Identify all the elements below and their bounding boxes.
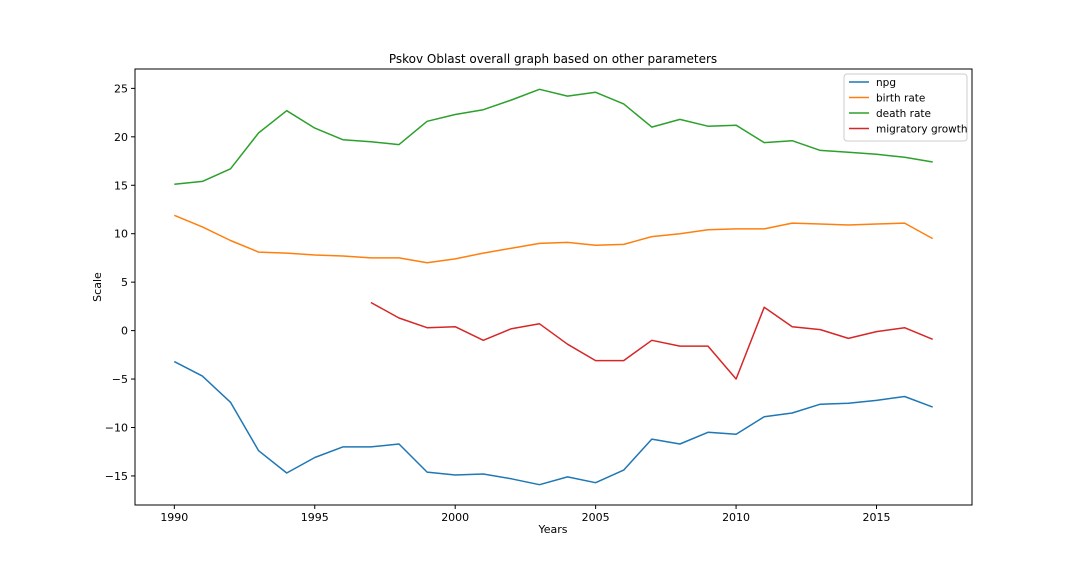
- series-line-death-rate: [174, 88, 933, 186]
- y-axis-label: Scale: [91, 272, 104, 302]
- series-line-birth-rate: [174, 214, 934, 264]
- y-tick-label: −5: [112, 373, 128, 386]
- x-tick-label: 2010: [722, 511, 750, 524]
- y-tick-label: 10: [114, 228, 128, 241]
- plot-area: [134, 68, 973, 506]
- legend-label: npg: [876, 77, 896, 89]
- legend-box: [843, 73, 968, 142]
- y-tick-label: 20: [114, 131, 128, 144]
- x-axis: 1990 1995 2000 2005 2010 2015: [160, 505, 891, 524]
- legend-label: death rate: [876, 108, 931, 120]
- x-tick-label: 1995: [301, 511, 329, 524]
- x-axis-label: Years: [537, 523, 567, 536]
- x-tick-label: 1990: [160, 511, 188, 524]
- y-tick-label: 15: [114, 179, 128, 192]
- legend-label: migratory growth: [876, 124, 968, 136]
- x-tick-label: 2005: [582, 511, 610, 524]
- y-tick-label: 25: [114, 82, 128, 95]
- y-tick-label: 0: [121, 325, 128, 338]
- series-line-migratory-growth: [370, 301, 933, 380]
- legend-label: birth rate: [876, 93, 925, 105]
- x-tick-label: 2000: [441, 511, 469, 524]
- series-line-npg: [173, 360, 933, 486]
- y-tick-label: −10: [105, 421, 128, 434]
- y-tick-label: −15: [105, 470, 128, 483]
- legend: npg birth rate death rate migratory growth: [843, 73, 968, 142]
- y-axis: −15 −10 −5 0 5 10 15 20 25: [105, 82, 135, 483]
- y-tick-label: 5: [121, 276, 128, 289]
- series-lines: [173, 88, 934, 486]
- chart-title: Pskov Oblast overall graph based on othe…: [389, 52, 717, 66]
- x-tick-label: 2015: [863, 511, 891, 524]
